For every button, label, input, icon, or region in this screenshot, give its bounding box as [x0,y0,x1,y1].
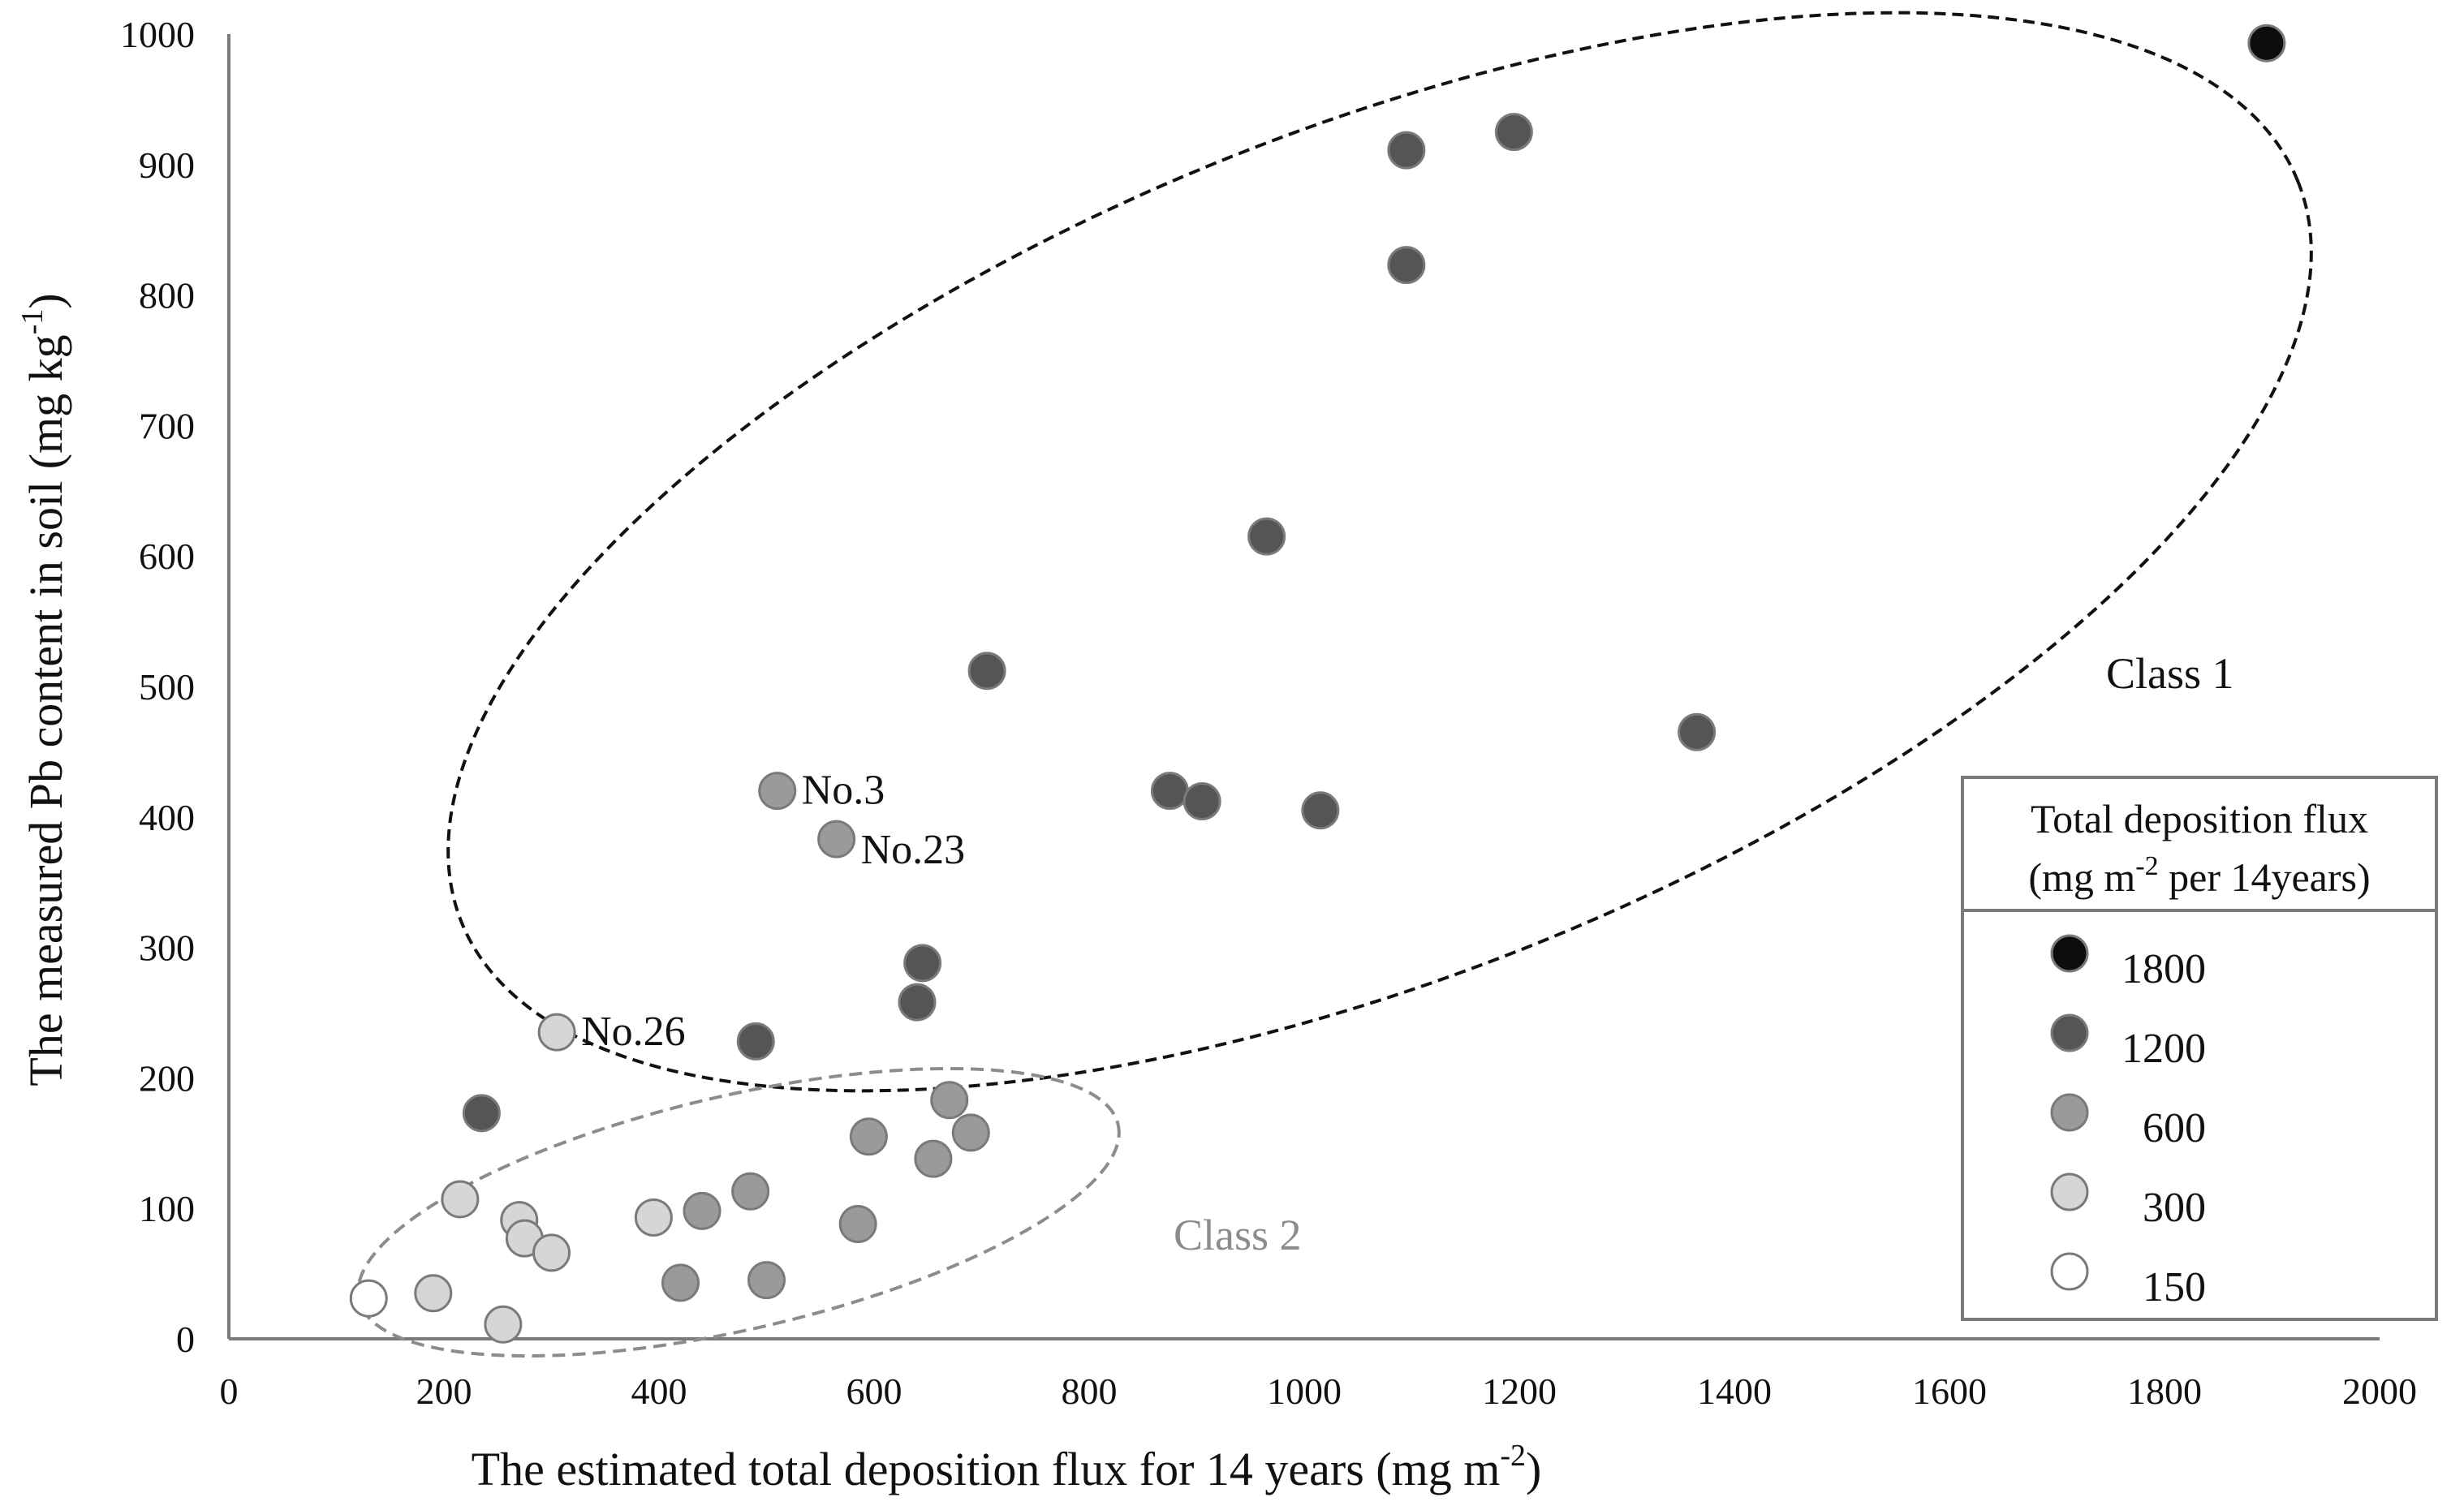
x-axis-title-sup: -2 [1500,1439,1526,1473]
legend-title-line-2-b: per 14years) [2159,854,2371,900]
y-tick-labels: 0 100 200 300 400 500 600 700 800 900 1000 [120,14,195,1360]
legend-label-300: 300 [2143,1185,2206,1231]
legend-label-150: 150 [2143,1264,2206,1310]
x-tick-label: 1400 [1697,1370,1772,1412]
x-axis-title-end: ) [1526,1443,1541,1495]
legend-label-600: 600 [2143,1105,2206,1151]
data-point-1200 [462,1094,501,1133]
data-point-300 [414,1274,453,1313]
data-point-1200 [1301,791,1340,830]
data-point-600 [747,1261,786,1300]
x-tick-label: 200 [416,1370,472,1412]
class-1-ellipse [446,11,2313,1093]
legend-title-line-1: Total deposition flux [2031,796,2368,841]
data-point-1200 [1387,246,1426,285]
legend-entries: 1800 1200 600 300 150 [2050,934,2206,1310]
data-point-600 [914,1139,953,1178]
data-point-1200 [1387,131,1426,170]
data-points [349,24,2286,1344]
legend-title-line-2-a: (mg m [2028,854,2135,900]
data-point-1200 [736,1022,775,1061]
x-tick-label: 1000 [1267,1370,1342,1412]
x-tick-label: 0 [220,1370,239,1412]
x-tick-label: 1600 [1912,1370,1987,1412]
point-annotation: No.23 [861,827,966,873]
x-axis-title: The estimated total deposition flux for … [472,1439,1542,1495]
point-annotations: No.3 No.23 No.26 [581,768,965,1055]
data-point-600 [661,1263,700,1302]
class-1-label: Class 1 [2106,649,2234,698]
data-point-600 [951,1113,990,1152]
y-tick-label: 500 [139,666,195,708]
data-point-300 [441,1180,480,1219]
class-2-label: Class 2 [1174,1211,1302,1259]
data-point-1200 [1247,517,1286,556]
data-point-300 [532,1233,571,1272]
y-tick-label: 0 [176,1319,195,1360]
y-tick-label: 400 [139,797,195,838]
x-axis-title-main: The estimated total deposition flux for … [472,1443,1501,1495]
legend-box [1961,776,2438,1321]
legend-marker-600 [2050,1093,2089,1132]
data-point-600 [838,1204,877,1243]
point-annotation: No.26 [581,1009,686,1055]
legend-title-line-2: (mg m-2 per 14years) [2028,851,2370,900]
data-point-1200 [1678,712,1717,751]
y-tick-label: 100 [139,1188,195,1229]
data-point-1200 [967,652,1006,691]
y-tick-label: 600 [139,536,195,577]
legend-label-1800: 1800 [2122,946,2206,992]
legend-marker-1800 [2050,934,2089,973]
x-tick-label: 400 [631,1370,687,1412]
data-point-1200 [1494,113,1533,152]
legend-label-1200: 1200 [2122,1026,2206,1072]
y-tick-label: 900 [139,144,195,186]
data-point-300 [537,1013,576,1052]
x-tick-label: 600 [846,1370,902,1412]
point-annotation: No.3 [802,768,885,814]
x-tick-label: 1800 [2127,1370,2202,1412]
data-point-150 [349,1279,388,1318]
y-axis-title-sup: -1 [15,309,50,335]
data-point-1200 [1182,782,1221,821]
data-point-600 [758,772,797,811]
legend: Total deposition flux (mg m-2 per 14year… [1961,776,2438,1321]
legend-marker-300 [2050,1173,2089,1211]
data-point-600 [817,820,856,858]
y-tick-label: 1000 [120,14,195,55]
data-point-1200 [903,944,942,983]
legend-marker-1200 [2050,1013,2089,1052]
legend-title-line-2-sup: -2 [2135,851,2158,881]
y-axis-title: The measured Pb content in soil (mg kg-1… [15,293,72,1086]
y-tick-label: 800 [139,275,195,316]
y-tick-label: 700 [139,405,195,446]
x-tick-label: 2000 [2342,1370,2417,1412]
x-tick-labels: 0 200 400 600 800 1000 1200 1400 1600 1800 2000 [220,1370,2418,1412]
data-point-300 [634,1198,673,1237]
y-tick-label: 300 [139,927,195,969]
data-point-600 [731,1172,770,1211]
data-point-600 [930,1081,969,1120]
x-tick-label: 1200 [1482,1370,1557,1412]
y-axis-title-main: The measured Pb content in soil (mg kg [19,334,72,1086]
data-point-1800 [2247,24,2286,62]
data-point-1200 [898,983,937,1022]
data-point-1200 [1150,772,1189,811]
data-point-600 [683,1191,722,1230]
y-axis-title-end: ) [19,293,72,308]
data-point-300 [484,1305,523,1344]
y-tick-label: 200 [139,1057,195,1099]
x-tick-label: 800 [1062,1370,1118,1412]
legend-marker-150 [2050,1252,2089,1291]
data-point-600 [849,1117,888,1156]
